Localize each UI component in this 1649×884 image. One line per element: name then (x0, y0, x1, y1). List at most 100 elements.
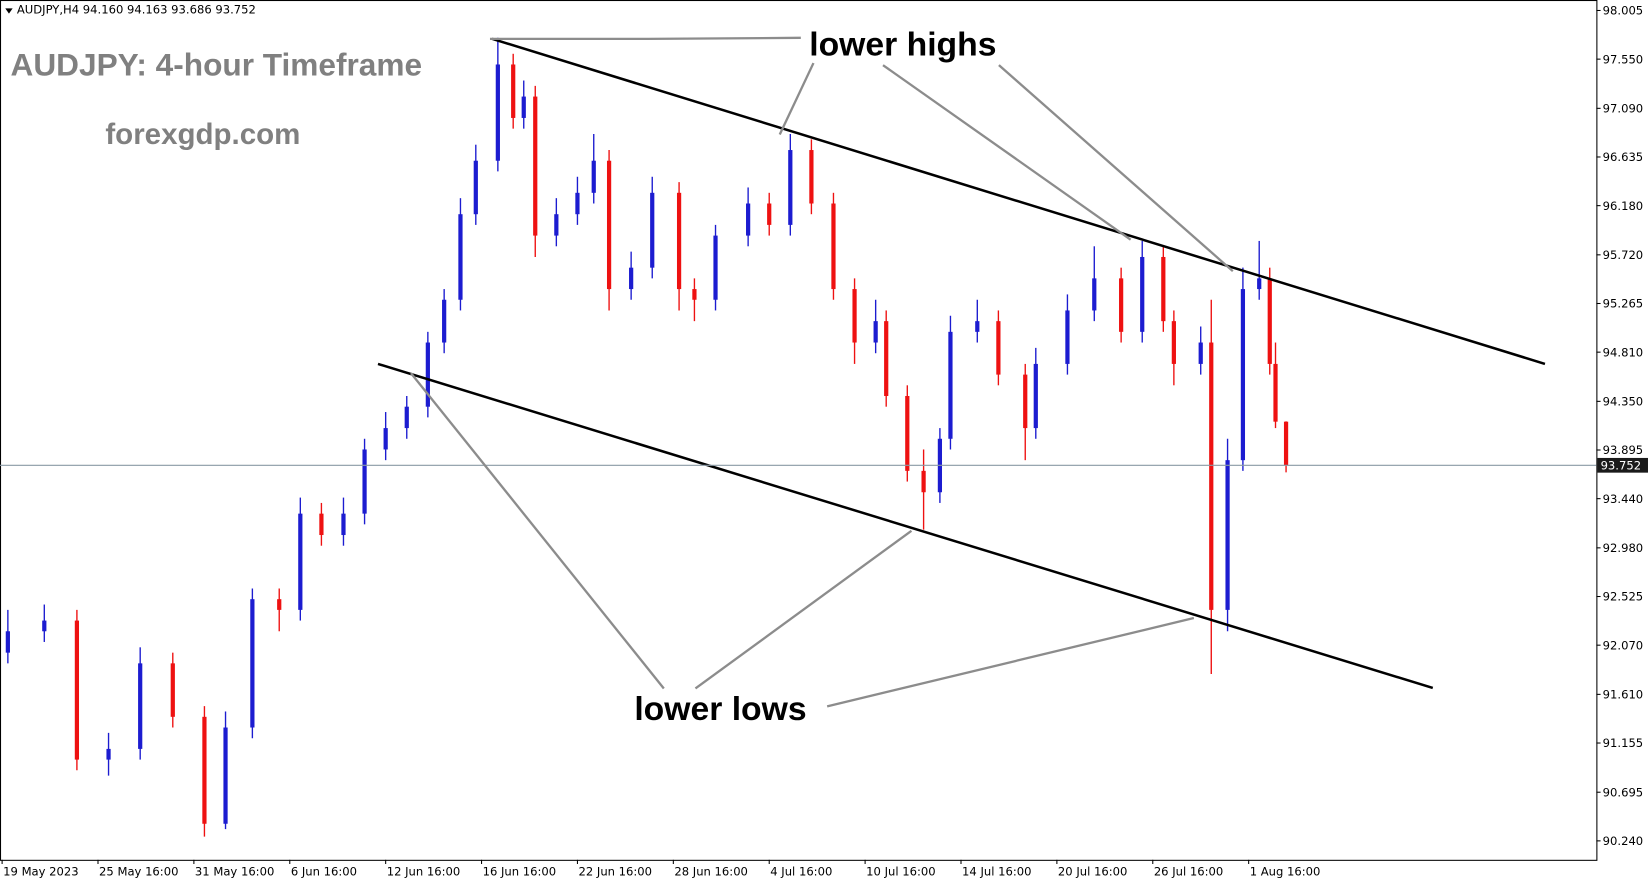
candle-body (1198, 342, 1203, 364)
candle-body (676, 192, 682, 290)
pointers (410, 36, 1234, 708)
candle-body (1273, 363, 1278, 422)
candle-body (319, 513, 324, 536)
candle-body (831, 203, 836, 290)
candle-body (1065, 310, 1070, 364)
candle-body (277, 599, 282, 610)
candle-body (905, 395, 910, 471)
candle-body (138, 663, 143, 749)
pointer-line (826, 616, 1195, 708)
candle-body (692, 289, 697, 300)
y-tick-label: 90.240 (1603, 834, 1644, 848)
pointer-line (410, 372, 665, 690)
plot-frame (0, 0, 1598, 861)
y-tick-label: 90.695 (1603, 785, 1644, 799)
plot (0, 37, 1597, 837)
y-tick-label: 97.550 (1603, 52, 1644, 66)
y-tick-label: 92.525 (1603, 590, 1644, 604)
chart-title: AUDJPY: 4-hour Timeframe (11, 47, 423, 83)
candle-body (1140, 256, 1145, 332)
candle-body (1033, 363, 1038, 429)
last-price-box (1597, 457, 1648, 473)
x-tick-label: 20 Jul 16:00 (1058, 865, 1127, 879)
candle-body (473, 160, 478, 215)
y-tick-label: 93.440 (1603, 492, 1644, 506)
candle-body (383, 428, 388, 450)
trend-line (377, 362, 1434, 690)
candle-body (575, 192, 580, 215)
candle-body (250, 599, 255, 728)
candle-body (74, 620, 80, 760)
x-tick-label: 4 Jul 16:00 (770, 865, 832, 879)
candle-body (921, 470, 926, 493)
trend-line (491, 37, 1546, 366)
candle-body (1161, 256, 1166, 322)
x-tick-label: 16 Jun 16:00 (483, 865, 557, 879)
x-tick-label: 26 Jul 16:00 (1154, 865, 1223, 879)
y-tick-label: 92.070 (1603, 638, 1644, 652)
last-price-label: 93.752 (1601, 459, 1642, 473)
y-tick-label: 96.635 (1603, 150, 1644, 164)
x-tick-label: 25 May 16:00 (99, 865, 178, 879)
y-tick-label: 91.610 (1603, 688, 1644, 702)
y-tick-label: 93.895 (1603, 443, 1644, 457)
pointer-line (778, 62, 815, 136)
chart-subtitle: forexgdp.com (105, 118, 300, 151)
candle-body (362, 449, 367, 514)
candle-body (521, 96, 526, 118)
x-tick-label: 14 Jul 16:00 (962, 865, 1031, 879)
candle-body (298, 513, 303, 610)
x-tick-label: 12 Jun 16:00 (387, 865, 461, 879)
x-tick-label: 19 May 2023 (3, 865, 78, 879)
candle-body (202, 716, 207, 824)
candle-body (1119, 278, 1124, 332)
pointer-line (694, 529, 913, 690)
candle-body (425, 342, 430, 407)
candle-body (591, 160, 596, 193)
candle-body (1240, 289, 1246, 461)
candle-body (170, 663, 175, 717)
y-tick-label: 98.005 (1603, 4, 1644, 18)
y-tick-label: 95.720 (1603, 248, 1644, 262)
x-tick-label: 6 Jun 16:00 (291, 865, 357, 879)
candle-body (1267, 278, 1272, 364)
candle-body (554, 214, 559, 236)
candle-body (42, 620, 47, 632)
candle-body (1257, 278, 1262, 290)
candle-body (1171, 321, 1176, 364)
annotation: lower highs (809, 27, 996, 64)
candle-body (767, 203, 772, 225)
candle-body (511, 64, 516, 118)
y-tick-label: 97.090 (1603, 102, 1644, 116)
candle-body (650, 192, 655, 268)
candle-body (404, 406, 409, 429)
x-tick-label: 10 Jul 16:00 (866, 865, 935, 879)
candle-body (852, 289, 857, 343)
candle-body (788, 150, 793, 225)
y-tick-label: 94.810 (1603, 345, 1644, 359)
y-tick-label: 95.265 (1603, 297, 1644, 311)
chart-header: AUDJPY,H4 94.160 94.163 93.686 93.752 (17, 3, 256, 17)
candle-body (1092, 278, 1097, 311)
candle-body (533, 96, 538, 236)
y-tick-label: 96.180 (1603, 199, 1644, 213)
pointer-line (882, 64, 1132, 241)
x-tick-label: 22 Jun 16:00 (578, 865, 652, 879)
candle-body (495, 64, 500, 161)
candle-body (106, 748, 111, 760)
candle-body (996, 321, 1001, 375)
candle-body (1283, 421, 1289, 466)
x-tick-label: 1 Aug 16:00 (1250, 865, 1321, 879)
candle-body (5, 631, 10, 653)
x-tick-label: 28 Jun 16:00 (674, 865, 748, 879)
candle-body (1023, 374, 1028, 429)
candle-body (223, 727, 228, 824)
header-arrow (5, 8, 13, 14)
candle-body (341, 513, 346, 536)
annotation: lower lows (634, 691, 806, 728)
candle-body (948, 331, 953, 439)
candle-body (1209, 342, 1214, 610)
y-tick-label: 92.980 (1603, 541, 1644, 555)
